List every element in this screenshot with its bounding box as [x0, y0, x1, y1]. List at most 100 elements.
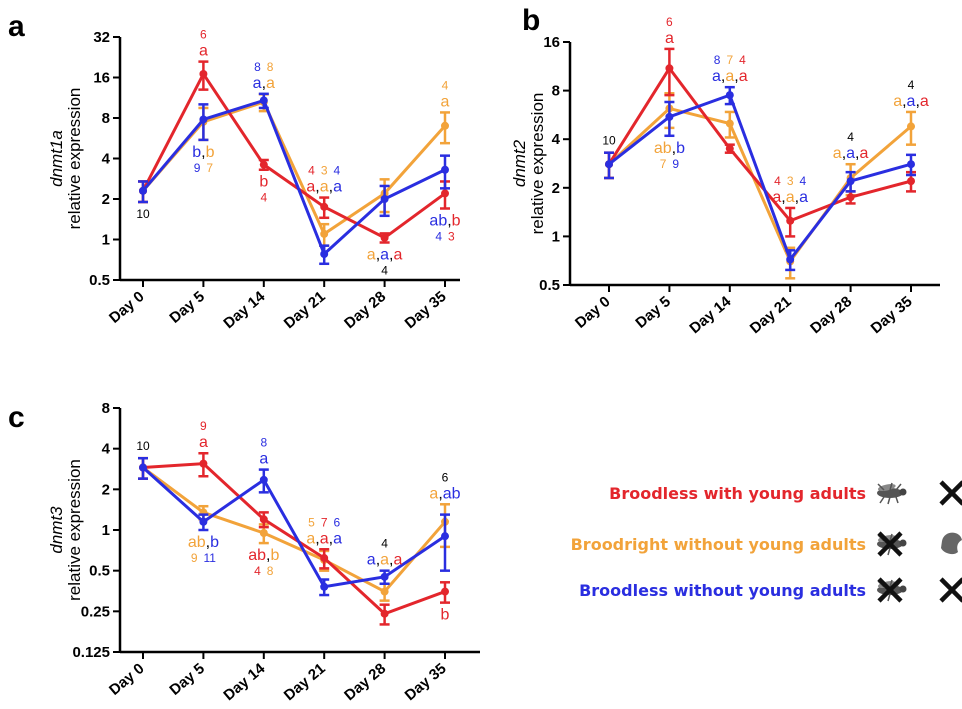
significance-letter: b: [210, 534, 219, 551]
significance-letters: ab,b: [248, 547, 279, 564]
data-point: [725, 144, 734, 153]
significance-letters: b,b: [192, 144, 214, 161]
significance-letter: ,: [266, 547, 270, 564]
significance-letter: ,: [721, 68, 725, 85]
significance-letters: a,a,a: [306, 530, 342, 547]
sample-size: 4: [260, 191, 267, 205]
significance-letter: b: [206, 144, 215, 161]
cross-icon: [939, 480, 962, 506]
sample-sizes: 4: [908, 78, 915, 92]
cross-stroke: [939, 577, 962, 603]
significance-letters: a: [665, 30, 674, 47]
significance-letter: a: [907, 93, 916, 110]
significance-letter: a: [306, 179, 315, 196]
significance-letter: a: [786, 189, 795, 206]
x-tick-label: Day 5: [632, 293, 674, 332]
significance-letter: a: [441, 93, 450, 110]
cross-stroke: [877, 531, 903, 557]
fly-leg: [895, 483, 902, 491]
sample-sizes: 9 11: [191, 551, 216, 565]
crossed-fly-icon: [877, 577, 907, 603]
legend-item: Broodless with young adults: [609, 480, 962, 506]
significance-letters: a: [199, 434, 208, 451]
series-path: [141, 466, 446, 589]
series-line: [138, 456, 450, 597]
sample-size: 6: [442, 470, 449, 484]
x-tick-label: Day 5: [166, 660, 208, 699]
significance-letters: a: [199, 43, 208, 60]
y-tick-label: 16: [93, 70, 110, 87]
y-axis-gene-label: dnmt1a: [47, 130, 66, 187]
sample-size: 7: [660, 157, 667, 171]
sample-size: 4: [847, 130, 854, 144]
legend-label: Broodright without young adults: [571, 535, 866, 554]
sample-size: 6: [200, 28, 207, 42]
sample-sizes: 10: [602, 134, 616, 148]
sample-size: 4: [381, 537, 388, 551]
sample-size: 4: [733, 53, 746, 67]
significance-letter: a: [429, 485, 438, 502]
significance-letter: ,: [447, 212, 451, 229]
data-point: [605, 160, 613, 169]
significance-letters: a,a,a: [893, 93, 929, 110]
x-tick-label: Day 21: [747, 293, 795, 337]
cross-stroke: [939, 480, 962, 506]
significance-letter: ab: [188, 534, 206, 551]
significance-letter: ,: [734, 68, 738, 85]
fly-head: [899, 488, 907, 496]
data-point: [380, 195, 389, 203]
y-tick-label: 0.5: [539, 277, 560, 294]
y-tick-label: 1: [552, 228, 560, 245]
significance-letter: a: [893, 93, 902, 110]
data-point: [441, 532, 449, 541]
series-path: [608, 93, 912, 263]
sample-size: 8: [261, 60, 274, 74]
significance-letter: ,: [389, 246, 393, 263]
data-point: [320, 229, 329, 238]
series-path: [607, 106, 912, 265]
sample-sizes: 9 7: [194, 161, 214, 175]
series-line: [138, 92, 450, 266]
sample-sizes: 4: [260, 191, 267, 205]
significance-letter: ab: [654, 140, 672, 157]
significance-letter: ,: [329, 179, 333, 196]
panel-letter: a: [8, 10, 25, 43]
y-tick-label: 0.5: [89, 272, 110, 289]
x-tick-label: Day 21: [281, 288, 329, 332]
significance-letters: a,a,a: [833, 145, 869, 162]
y-axis-label: relative expression: [65, 459, 84, 601]
data-point: [259, 529, 268, 538]
x-tick-label: Day 5: [166, 288, 208, 327]
sample-sizes: 4 3 4: [774, 174, 806, 188]
significance-letters: ab,b: [429, 212, 460, 229]
y-tick-label: 0.25: [81, 603, 110, 620]
significance-letter: a: [266, 75, 275, 92]
sample-size: 8: [261, 564, 274, 578]
significance-letter: a: [739, 68, 748, 85]
sample-size: 11: [198, 551, 217, 565]
fly-leg: [895, 496, 899, 504]
significance-letter: a: [860, 145, 869, 162]
significance-letter: a: [772, 189, 781, 206]
y-axis-gene-label: dnmt3: [47, 506, 66, 554]
data-point: [441, 189, 449, 198]
series-line: [138, 60, 450, 244]
series-line: [604, 47, 916, 238]
cross-icon: [877, 531, 903, 557]
y-axis-gene-label: dnmt2: [510, 139, 529, 187]
data-point: [380, 233, 389, 242]
significance-letter: a: [380, 552, 389, 569]
cross-icon: [939, 577, 962, 603]
significance-letter: a: [367, 552, 376, 569]
y-tick-label: 2: [102, 191, 110, 208]
y-tick-label: 8: [102, 400, 110, 417]
sample-size: 8: [254, 60, 261, 74]
sample-size: 3: [781, 174, 794, 188]
significance-letter: ab: [443, 485, 461, 502]
sample-size: 4: [908, 78, 915, 92]
significance-letter: a: [846, 145, 855, 162]
data-point: [139, 186, 147, 195]
x-tick-label: Day 0: [106, 660, 148, 699]
significance-letter: a: [725, 68, 734, 85]
panel-a-dnmt1a-chart: a dnmt1a relative expression 0.5 1 2 4 8 16 32 Day…: [8, 10, 461, 332]
